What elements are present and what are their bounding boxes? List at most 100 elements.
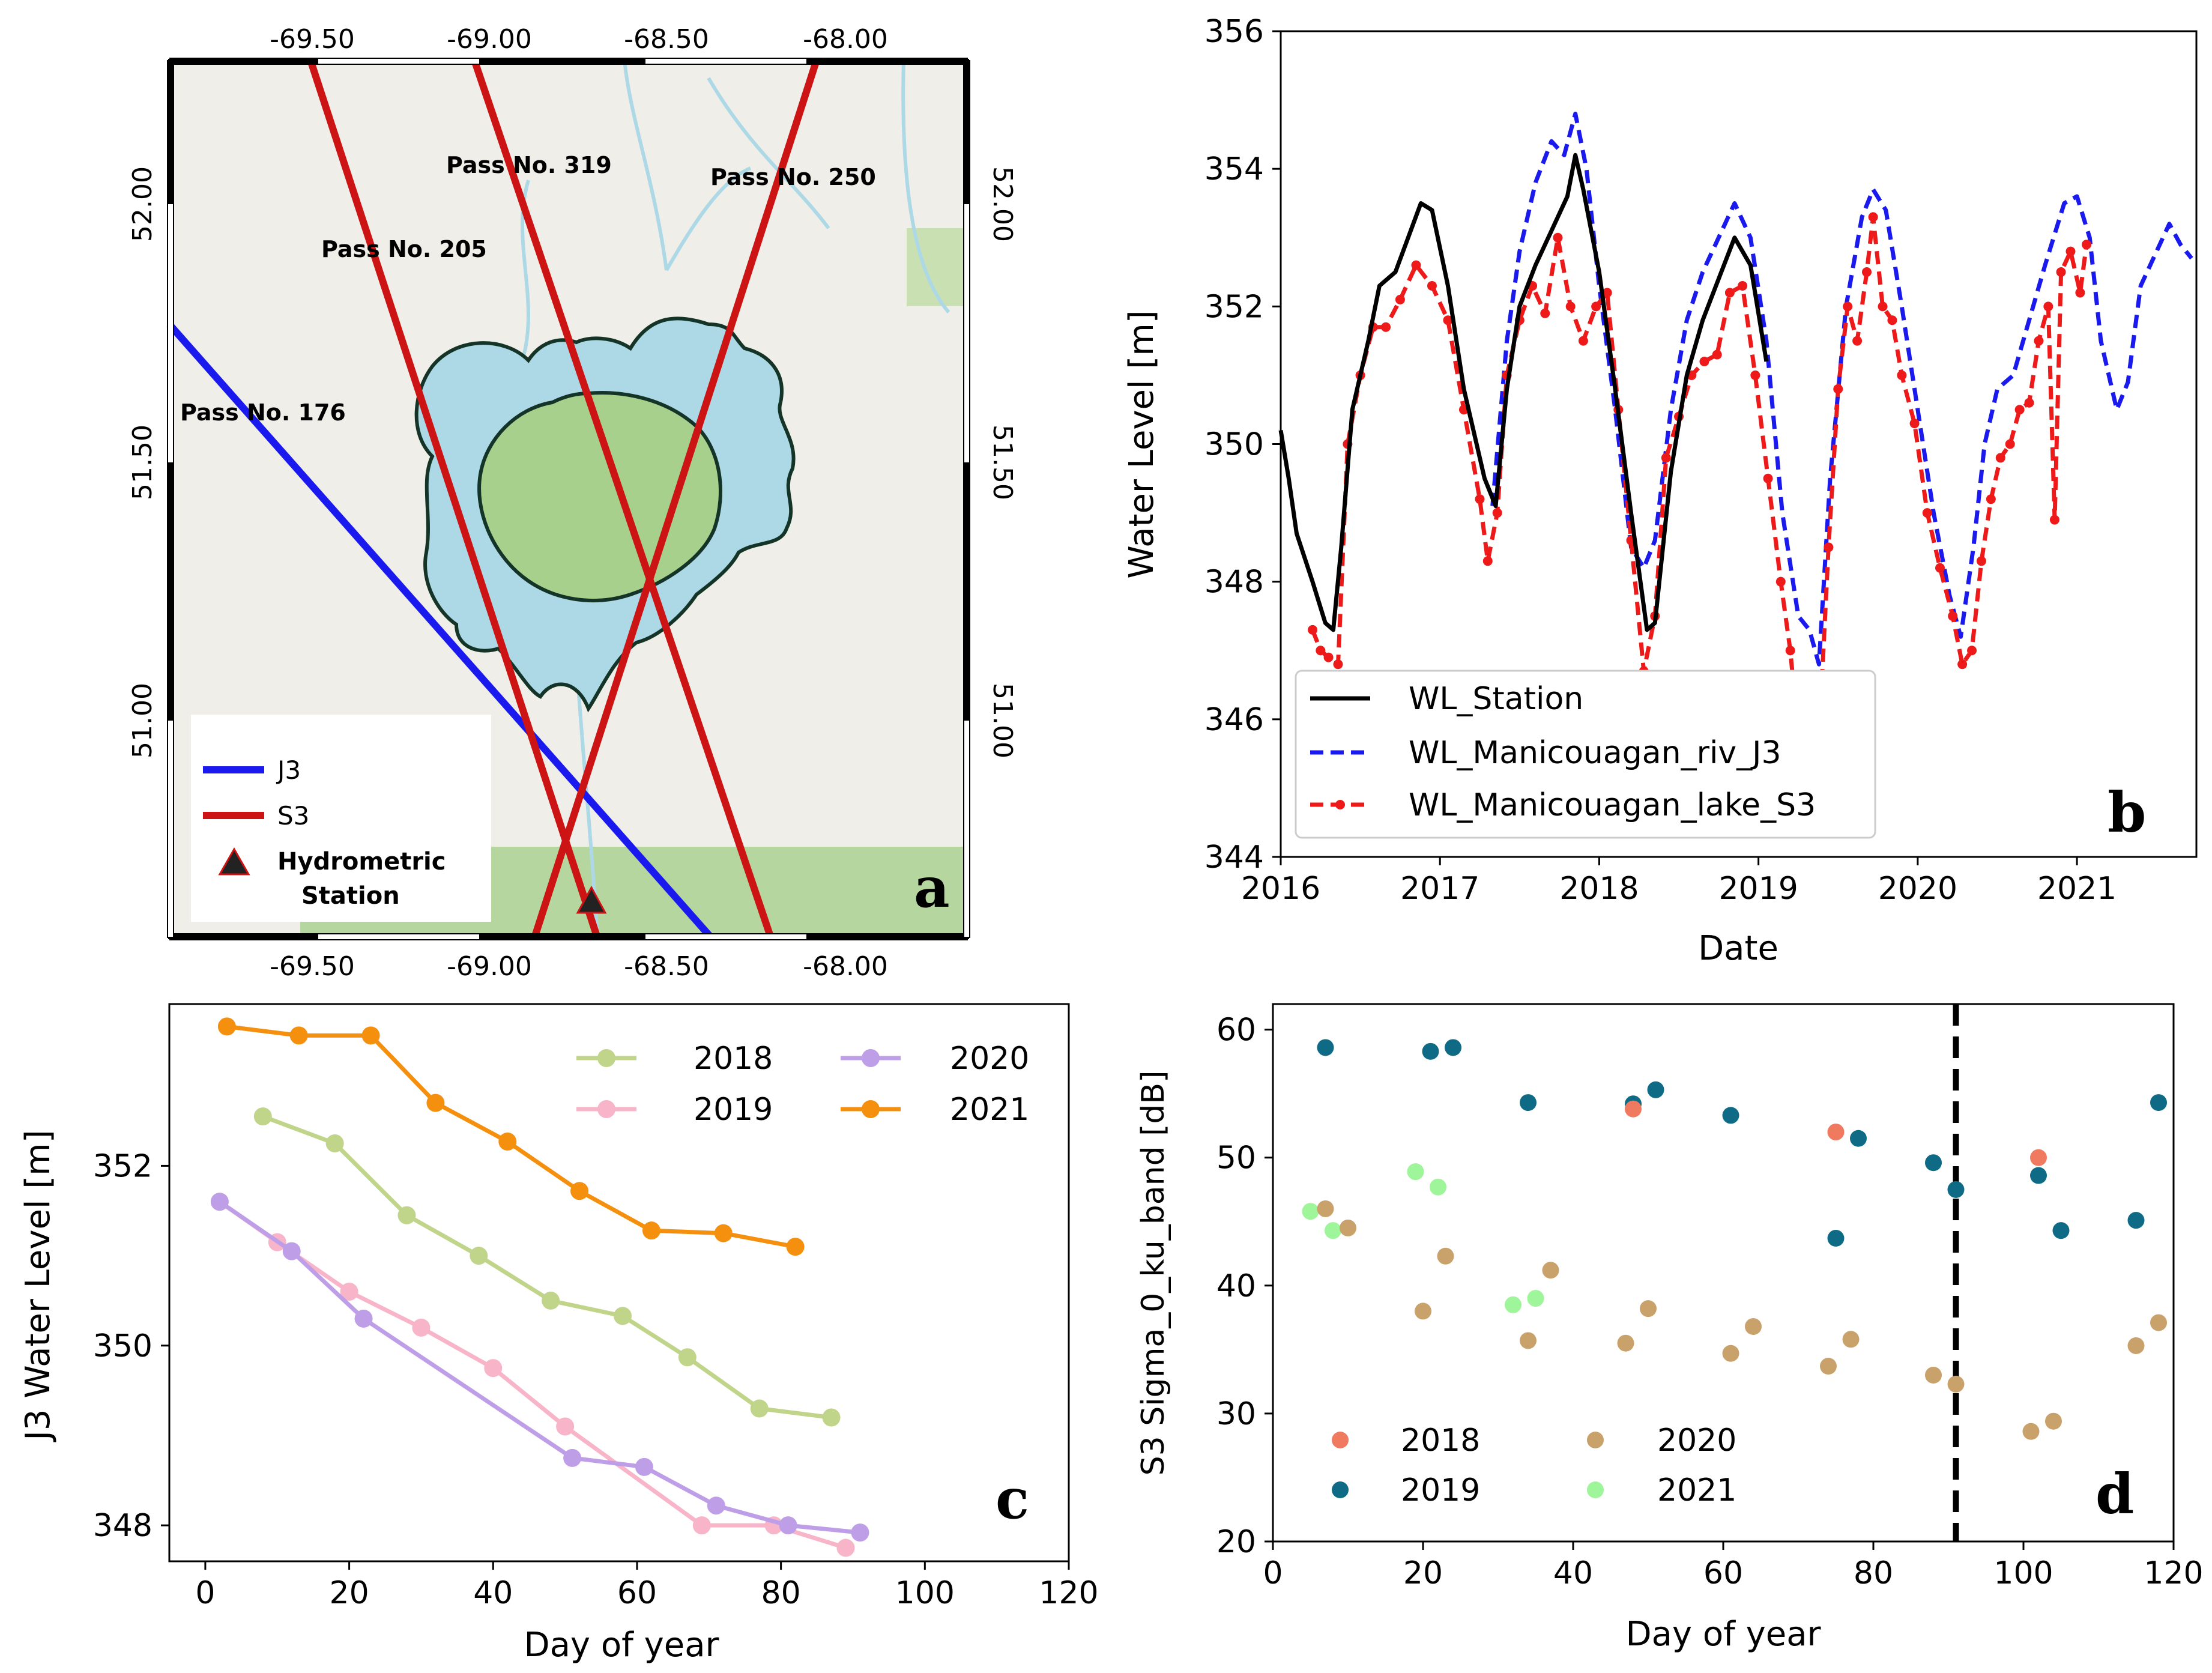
panel-d-ytick-label: 50 [1216, 1140, 1256, 1176]
panel-b-ytick-label: 346 [1204, 702, 1264, 738]
panel-d-point-2020 [1820, 1358, 1837, 1375]
panel-c-point-2019 [340, 1282, 358, 1301]
map-bottom-tick: -68.50 [624, 951, 709, 982]
legend-station-swatch [218, 847, 250, 876]
legend-d-2020-marker [1587, 1432, 1604, 1448]
panel-b-s3-point [1852, 336, 1863, 346]
panel-c-point-2020 [851, 1523, 869, 1542]
panel-d-point-2020 [1340, 1219, 1356, 1236]
panel-b-s3-point [1897, 370, 1907, 380]
panel-letter-b: b [2108, 780, 2146, 845]
panel-d-point-2018 [2030, 1149, 2047, 1166]
panel-d-ytick-label: 60 [1216, 1012, 1256, 1048]
panel-c-point-2020 [779, 1516, 797, 1535]
panel-c-series-2018 [262, 1114, 832, 1420]
map-bottom-tick: -69.50 [270, 951, 355, 982]
panel-b-ylabel: Water Level [m] [1122, 310, 1161, 578]
panel-c-point-2018 [750, 1399, 769, 1418]
panel-b-s3-point [1957, 659, 1968, 670]
panel-d-point-2020 [2150, 1314, 2167, 1331]
panel-c-point-2018 [613, 1307, 632, 1325]
panel-b-ytick-label: 354 [1204, 151, 1264, 187]
panel-b-s3-point [1785, 646, 1795, 656]
panel-b-s3-point [2049, 515, 2059, 525]
panel-d-point-2019 [1445, 1039, 1461, 1056]
panel-d-point-2019 [1520, 1094, 1537, 1112]
panel-b-series-WL_Manicouagan_lake_S3 [1310, 214, 2089, 770]
panel-b-chart: 2016 2017 2018 2019 2020 2021 344 346 348 350 352 3… [1122, 14, 2198, 968]
panel-c-point-2021 [361, 1026, 380, 1045]
panel-c-point-2021 [714, 1224, 733, 1242]
pass-label-176: Pass No. 176 [180, 399, 346, 426]
panel-d-point-2019 [2030, 1167, 2047, 1184]
panel-d-point-2020 [1925, 1366, 1942, 1384]
panel-b-s3-point [2034, 336, 2044, 346]
map-bottom-tick: -68.00 [803, 951, 888, 982]
panel-d-point-2019 [1722, 1107, 1739, 1124]
legend-s3-label: S3 [277, 801, 309, 830]
panel-c-point-2019 [836, 1538, 855, 1557]
map-top-tick: -68.00 [803, 24, 888, 55]
panel-d-ytick-label: 20 [1216, 1524, 1256, 1560]
frame-segment [964, 721, 969, 937]
panel-d-point-2019 [1827, 1229, 1845, 1247]
panel-b-xlabel: Date [1698, 929, 1778, 968]
legend-d-2018-text: 2018 [1401, 1423, 1480, 1459]
panel-c-xtick-label: 20 [330, 1575, 369, 1611]
panel-b-s3-point [1922, 508, 1932, 518]
frame-segment [318, 934, 479, 939]
map-left-tick: 51.00 [127, 683, 158, 758]
panel-c-point-2018 [470, 1247, 488, 1265]
track-s3-pass-319 [471, 59, 775, 939]
panel-b-s3-point [2024, 398, 2034, 408]
panel-b-ytick-label: 348 [1204, 564, 1264, 601]
legend-2019-text: 2019 [694, 1092, 773, 1128]
panel-c-axes-frame [168, 1003, 1070, 1563]
panel-c-ylabel: J3 Water Level [m] [19, 1130, 58, 1442]
frame-segment [645, 59, 806, 64]
panel-b-s3-point [1935, 563, 1945, 573]
panel-c-xtick-label: 40 [473, 1575, 513, 1611]
panel-d-point-2018 [1625, 1100, 1642, 1118]
frame-segment [318, 59, 479, 64]
panel-b-series-WL_Station [1278, 153, 1769, 632]
panel-c-point-2020 [354, 1309, 373, 1328]
panel-c-point-2021 [289, 1026, 308, 1045]
panel-c-point-2018 [397, 1206, 416, 1224]
panel-b-s3-point [1712, 349, 1722, 360]
panel-c-xtick-label: 0 [195, 1575, 215, 1611]
panel-c-point-2019 [484, 1359, 503, 1378]
panel-b-ytick-label: 352 [1204, 289, 1264, 325]
panel-d-ytick-label: 40 [1216, 1268, 1256, 1304]
panel-b-s3-point [1775, 576, 1786, 587]
panel-b-s3-point [2065, 246, 2076, 256]
panel-b-xtick-label: 2020 [1878, 871, 1957, 907]
track-j3-pass-176 [166, 322, 715, 940]
pass-label-205: Pass No. 205 [321, 236, 487, 262]
panel-d-point-2020 [1415, 1302, 1431, 1320]
panel-d-ytick-label: 30 [1216, 1396, 1256, 1432]
panel-c-point-2018 [822, 1408, 841, 1427]
legend-station-text: WL_Station [1409, 681, 1583, 717]
panel-d-point-2018 [1827, 1124, 1845, 1141]
panel-d-point-2019 [2052, 1222, 2070, 1239]
panel-c-point-2021 [786, 1238, 805, 1256]
panel-d-point-2020 [1947, 1375, 1965, 1393]
panel-d-xtick-label: 40 [1553, 1555, 1593, 1591]
legend-d-2020-text: 2020 [1657, 1423, 1736, 1459]
panel-d-point-2021 [1430, 1178, 1446, 1196]
legend-2018-marker [597, 1049, 615, 1067]
panel-d-point-2021 [1527, 1290, 1544, 1307]
panel-d-xtick-label: 100 [1993, 1555, 2053, 1591]
panel-d-point-2019 [1850, 1130, 1867, 1147]
track-s3-pass-205 [307, 59, 601, 939]
legend-2019-marker [597, 1100, 615, 1118]
panel-c-chart: 0 20 40 60 80 100 120 348 350 352 Day of year J3 … [19, 1003, 1099, 1665]
panel-d-point-2020 [1842, 1331, 1860, 1348]
map-top-tick: -68.50 [624, 24, 709, 55]
panel-b-s3-point [2014, 405, 2025, 415]
panel-b-xtick-label: 2017 [1400, 871, 1479, 907]
panel-b-s3-point [1878, 301, 1888, 312]
panel-d-point-2020 [1745, 1318, 1762, 1335]
panel-d-point-2020 [1317, 1200, 1334, 1217]
